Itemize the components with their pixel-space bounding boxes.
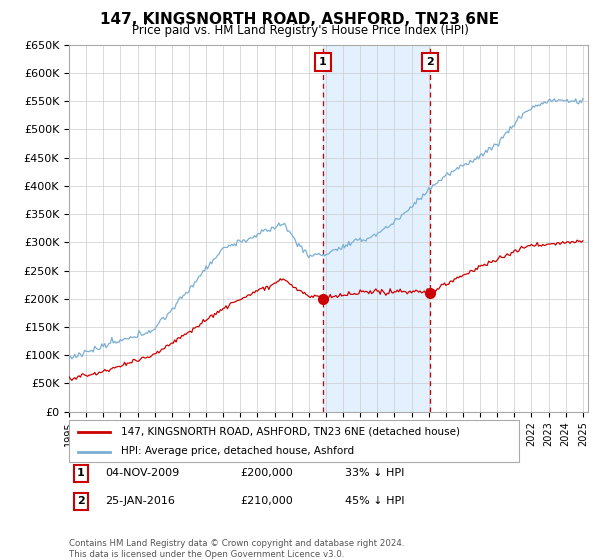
Text: 2: 2 bbox=[426, 57, 434, 67]
Text: 147, KINGSNORTH ROAD, ASHFORD, TN23 6NE: 147, KINGSNORTH ROAD, ASHFORD, TN23 6NE bbox=[100, 12, 500, 27]
Text: 2: 2 bbox=[77, 496, 85, 506]
Text: 25-JAN-2016: 25-JAN-2016 bbox=[105, 496, 175, 506]
Text: 04-NOV-2009: 04-NOV-2009 bbox=[105, 468, 179, 478]
Text: 33% ↓ HPI: 33% ↓ HPI bbox=[345, 468, 404, 478]
Text: 45% ↓ HPI: 45% ↓ HPI bbox=[345, 496, 404, 506]
Text: 1: 1 bbox=[319, 57, 327, 67]
FancyBboxPatch shape bbox=[69, 420, 519, 462]
Text: £210,000: £210,000 bbox=[240, 496, 293, 506]
Text: HPI: Average price, detached house, Ashford: HPI: Average price, detached house, Ashf… bbox=[121, 446, 354, 456]
Bar bbox=[323, 45, 430, 412]
Text: 1: 1 bbox=[77, 468, 85, 478]
Text: £200,000: £200,000 bbox=[240, 468, 293, 478]
Text: Contains HM Land Registry data © Crown copyright and database right 2024.
This d: Contains HM Land Registry data © Crown c… bbox=[69, 539, 404, 559]
Text: 147, KINGSNORTH ROAD, ASHFORD, TN23 6NE (detached house): 147, KINGSNORTH ROAD, ASHFORD, TN23 6NE … bbox=[121, 427, 460, 437]
Text: Price paid vs. HM Land Registry's House Price Index (HPI): Price paid vs. HM Land Registry's House … bbox=[131, 24, 469, 36]
